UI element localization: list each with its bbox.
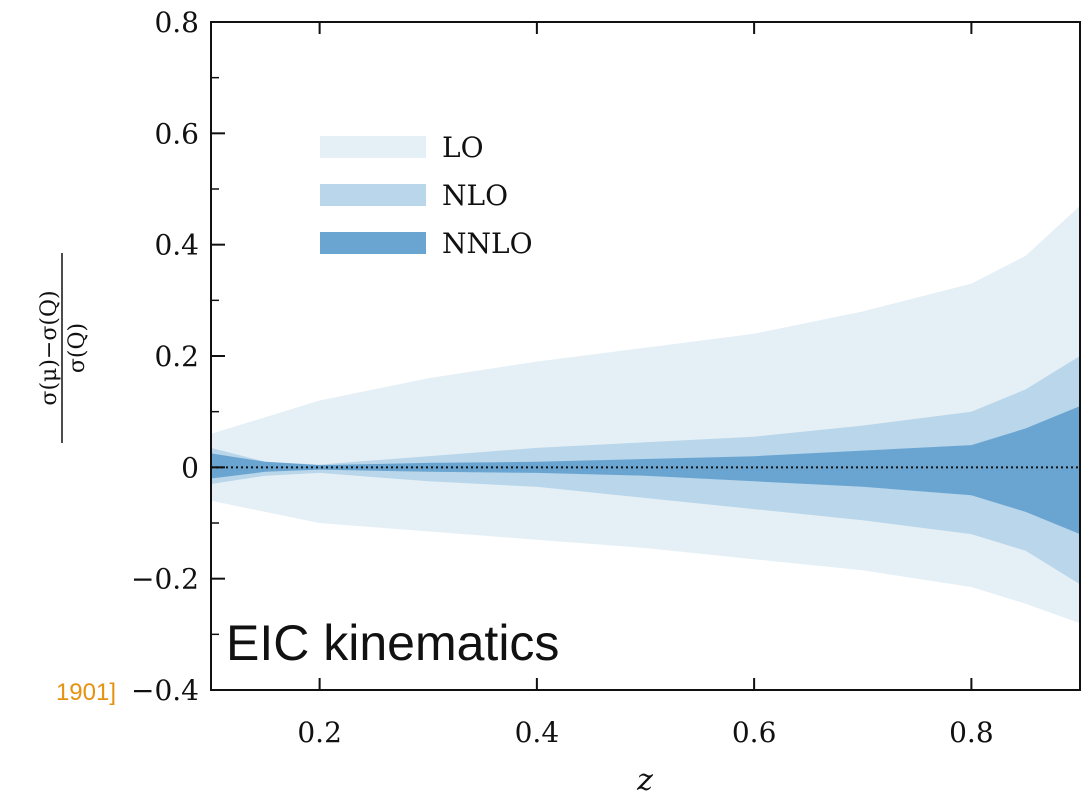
x-tick-label: 0.2	[297, 716, 342, 749]
legend-swatch-lo	[320, 136, 426, 158]
chart-bands	[211, 205, 1080, 624]
legend-label-lo: LO	[442, 131, 484, 164]
x-tick-label: 0.6	[732, 716, 777, 749]
y-tick-label: −0.4	[131, 674, 199, 707]
axis-ticks: 0.2 0.4 0.6 0.8 −0.4 −0.2 0 0.2 0.4 0.6 0.8	[131, 6, 994, 749]
legend-swatch-nlo	[320, 184, 426, 206]
y-tick-label: 0.4	[154, 229, 199, 262]
x-axis-label: z	[636, 763, 653, 798]
legend-label-nlo: NLO	[442, 179, 508, 212]
eic-kinematics-annotation: EIC kinematics	[226, 615, 559, 671]
y-tick-label: 0.8	[154, 6, 199, 39]
y-tick-label: −0.2	[131, 563, 199, 596]
y-axis-label: σ(μ)−σ(Q) σ(Q)	[37, 253, 90, 443]
y-tick-label: 0.6	[154, 117, 199, 150]
svg-text:σ(μ)−σ(Q): σ(μ)−σ(Q)	[37, 290, 62, 405]
y-tick-label: 0	[181, 451, 199, 484]
band-lo	[211, 205, 1080, 624]
svg-text:σ(Q): σ(Q)	[65, 323, 90, 373]
legend-label-nnlo: NNLO	[442, 227, 533, 260]
band-nnlo	[211, 406, 1080, 535]
legend-swatch-nnlo	[320, 232, 426, 254]
x-tick-label: 0.4	[515, 716, 560, 749]
x-tick-label: 0.8	[949, 716, 994, 749]
y-tick-label: 0.2	[154, 340, 199, 373]
legend: LO NLO NNLO	[320, 131, 533, 260]
reference-fragment: 1901]	[56, 679, 116, 706]
